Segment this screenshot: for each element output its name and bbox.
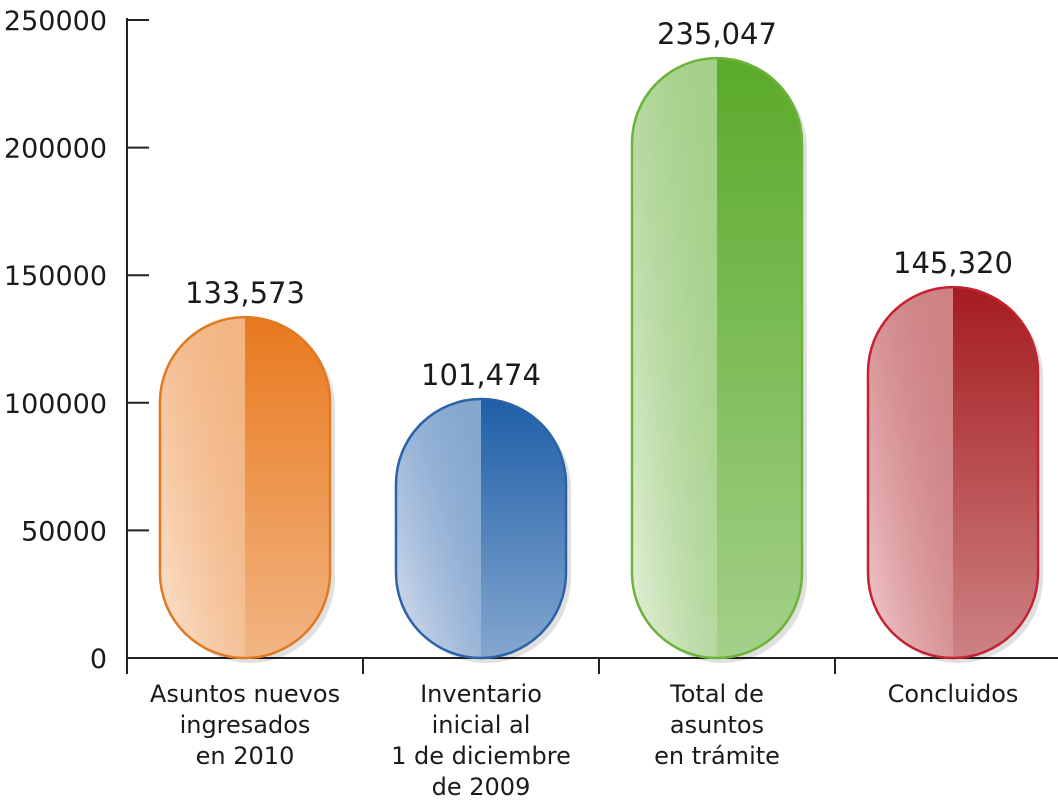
y-tick-label: 50000 — [21, 516, 107, 547]
bar-value-label: 145,320 — [893, 246, 1013, 280]
bar-left-highlight — [396, 399, 481, 658]
bar-left-highlight — [632, 58, 717, 659]
bar-left-highlight — [160, 317, 245, 658]
value-labels-layer: 133,573 101,474 235,047 145,320 — [185, 17, 1013, 392]
x-category-label-line: Total de — [669, 680, 764, 708]
bar — [394, 397, 571, 663]
y-tick-label: 250000 — [4, 6, 107, 37]
y-tick-label: 0 — [90, 644, 107, 675]
x-category-label: Inventario inicial al 1 de diciembre de 200… — [391, 680, 571, 801]
x-axis — [126, 657, 1058, 674]
bar-outline — [158, 315, 332, 660]
bar-value-label: 133,573 — [185, 276, 305, 310]
bar-left-highlight — [868, 287, 953, 658]
bar — [630, 56, 807, 664]
x-category-label-line: ingresados — [180, 711, 311, 739]
y-axis: 0 50000 100000 150000 200000 250000 — [4, 6, 149, 675]
bar — [866, 285, 1043, 663]
x-category-label-line: de 2009 — [432, 773, 531, 801]
x-category-label-line: asuntos — [670, 711, 764, 739]
x-category-label-line: inicial al — [432, 711, 531, 739]
x-category-label-line: en 2010 — [196, 742, 295, 770]
bar-right-shade — [717, 58, 802, 659]
x-category-label: Concluidos — [888, 680, 1019, 708]
x-category-label: Total de asuntos en trámite — [654, 680, 780, 770]
bars-layer — [158, 56, 1043, 664]
bar-right-shade — [953, 287, 1038, 658]
category-labels-layer: Asuntos nuevos ingresados en 2010 Inventari… — [150, 680, 1018, 801]
x-category-label-line: Asuntos nuevos — [150, 680, 340, 708]
bar-outline — [394, 397, 568, 660]
x-category-label: Asuntos nuevos ingresados en 2010 — [150, 680, 340, 770]
bar-right-shade — [481, 399, 566, 658]
y-tick-label: 150000 — [4, 261, 107, 292]
x-category-label-line: en trámite — [654, 742, 780, 770]
bar — [158, 315, 335, 663]
bar-outline — [630, 56, 804, 660]
x-category-label-line: 1 de diciembre — [391, 742, 571, 770]
x-category-label-line: Inventario — [420, 680, 542, 708]
y-tick-label: 200000 — [4, 134, 107, 165]
x-category-label-line: Concluidos — [888, 680, 1019, 708]
bar-value-label: 235,047 — [657, 17, 777, 51]
bar-value-label: 101,474 — [421, 358, 541, 392]
bar-outline — [866, 285, 1040, 660]
bar-right-shade — [245, 317, 330, 658]
y-tick-label: 100000 — [4, 389, 107, 420]
